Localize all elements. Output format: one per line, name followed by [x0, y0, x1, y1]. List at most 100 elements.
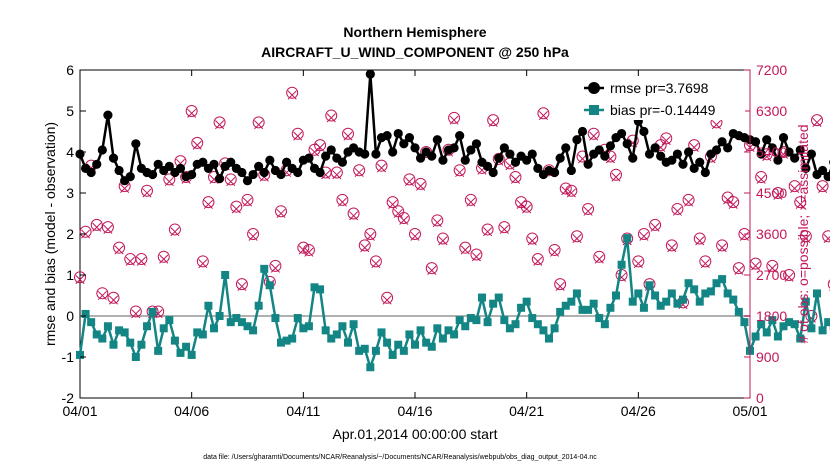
obs-assimilated-marker — [550, 247, 560, 257]
bias-point — [483, 318, 492, 327]
obs-assimilated-marker — [203, 199, 213, 209]
y-tick-label-left: -1 — [62, 349, 75, 365]
obs-possible-marker — [185, 105, 198, 117]
rmse-point — [628, 153, 638, 163]
rmse-point — [639, 126, 649, 137]
obs-possible-marker — [191, 136, 204, 149]
chart-title-line1: Northern Hemisphere — [343, 24, 486, 40]
obs-possible-marker — [135, 253, 148, 266]
bias-series-group — [76, 234, 830, 372]
obs-possible-marker — [269, 259, 282, 272]
bias-point — [399, 346, 408, 355]
obs-possible-marker — [291, 127, 304, 140]
obs-assimilated-marker — [516, 199, 526, 209]
obs-possible-marker — [224, 173, 237, 186]
rmse-point — [555, 153, 565, 163]
chart-title-line2: AIRCRAFT_U_WIND_COMPONENT @ 250 hPa — [261, 44, 569, 60]
bias-point — [494, 293, 503, 302]
obs-assimilated-marker — [404, 177, 414, 187]
obs-assimilated-marker — [326, 113, 336, 123]
obs-assimilated-marker — [460, 245, 470, 255]
rmse-point — [723, 143, 733, 153]
rmse-point — [427, 151, 437, 161]
rmse-point — [75, 149, 85, 159]
rmse-point — [108, 153, 119, 163]
obs-assimilated-marker — [393, 208, 403, 219]
rmse-point — [360, 149, 370, 159]
rmse-point — [616, 128, 627, 139]
obs-assimilated-marker — [555, 281, 565, 291]
obs-assimilated-marker — [315, 142, 325, 152]
rmse-point — [259, 167, 269, 178]
obs-possible-marker — [448, 111, 461, 124]
bias-point — [204, 301, 213, 310]
obs-assimilated-marker — [790, 183, 800, 193]
rmse-point — [600, 151, 610, 161]
obs-assimilated-marker — [795, 199, 805, 209]
rmse-point — [86, 167, 96, 178]
obs-possible-marker — [286, 86, 299, 99]
bias-point — [81, 309, 90, 318]
rmse-point — [265, 155, 275, 165]
obs-possible-marker — [96, 287, 109, 300]
y-tick-label-right: 7200 — [756, 62, 787, 78]
obs-assimilated-marker — [466, 197, 476, 207]
obs-assimilated-marker — [293, 131, 303, 141]
bias-point — [466, 314, 475, 323]
obs-assimilated-marker — [639, 231, 649, 241]
obs-assimilated-marker — [773, 190, 783, 200]
bias-point — [433, 324, 442, 333]
obs-assimilated-marker — [823, 234, 830, 244]
obs-possible-marker — [582, 202, 595, 215]
obs-assimilated-marker — [416, 181, 426, 191]
obs-possible-marker — [688, 139, 701, 152]
footnote: data file: /Users/gharamti/Documents/NCA… — [203, 454, 597, 461]
obs-possible-marker — [275, 205, 287, 218]
bias-point — [639, 303, 648, 312]
obs-assimilated-marker — [349, 211, 359, 221]
obs-possible-marker — [827, 279, 830, 289]
bias-point — [260, 264, 269, 273]
bias-point — [405, 330, 414, 339]
rmse-point — [522, 155, 532, 165]
obs-assimilated-marker — [120, 183, 130, 193]
bias-point — [572, 289, 581, 298]
legend-rmse-label: rmse pr=3.7698 — [610, 80, 709, 96]
obs-possible-marker — [297, 241, 310, 254]
obs-assimilated-marker — [332, 170, 342, 180]
bias-point — [729, 295, 738, 304]
bias-point — [438, 334, 447, 343]
obs-assimilated-marker — [343, 131, 353, 141]
obs-assimilated-marker — [131, 309, 141, 319]
rmse-point — [365, 69, 375, 79]
bias-point — [561, 301, 570, 310]
bias-point — [584, 305, 593, 314]
bias-point — [87, 318, 96, 327]
rmse-point — [237, 167, 247, 178]
x-tick-label: 04/21 — [509, 403, 544, 419]
bias-point — [818, 326, 827, 335]
rmse-point — [533, 163, 543, 173]
rmse-point — [337, 157, 348, 167]
rmse-point — [711, 145, 722, 155]
obs-assimilated-marker — [488, 117, 498, 127]
obs-possible-marker — [235, 278, 248, 291]
bias-point — [796, 334, 805, 343]
bias-point — [182, 342, 191, 351]
rmse-point — [175, 163, 186, 173]
obs-assimilated-marker — [667, 243, 677, 253]
bias-point — [556, 307, 565, 316]
obs-possible-marker — [353, 164, 366, 177]
bias-point — [371, 346, 380, 355]
bias-point — [651, 291, 660, 300]
bias-point — [567, 297, 576, 306]
obs-assimilated-marker — [533, 256, 543, 266]
rmse-point — [594, 145, 604, 155]
obs-assimilated-marker — [382, 295, 392, 305]
obs-possible-marker — [732, 262, 745, 275]
bias-point — [243, 322, 252, 331]
rmse-point — [767, 143, 777, 153]
bias-point — [522, 297, 531, 306]
bias-point — [595, 314, 604, 323]
y-axis-label-left: rmse and bias (model - observation) — [42, 122, 58, 346]
